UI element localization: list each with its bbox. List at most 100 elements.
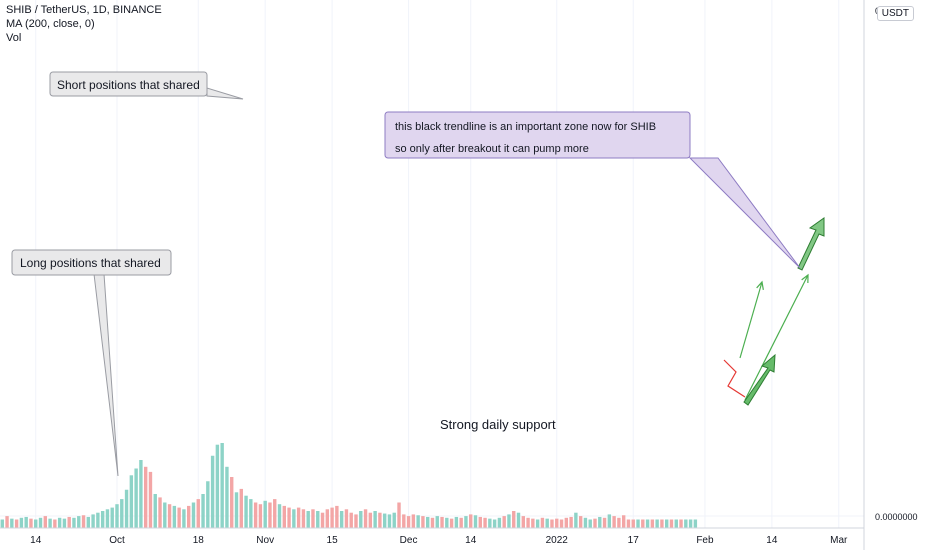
volume-bar <box>688 519 693 528</box>
volume-bar <box>655 519 659 528</box>
x-tick-label: 15 <box>327 535 339 546</box>
volume-bar <box>488 518 492 528</box>
volume-bar <box>287 507 291 528</box>
volume-bar <box>43 516 47 528</box>
volume-bar <box>373 511 377 528</box>
volume-bar <box>325 509 330 528</box>
x-tick-label: 14 <box>766 535 778 546</box>
volume-bar <box>263 500 267 528</box>
x-tick-label: 17 <box>628 535 640 546</box>
volume-bar <box>526 517 530 528</box>
volume-bar <box>578 516 583 528</box>
volume-bar <box>459 517 463 528</box>
volume-bar <box>617 517 621 528</box>
volume-bar <box>158 497 162 528</box>
trendline-note-callout[interactable] <box>384 111 691 159</box>
volume-bar <box>406 516 411 528</box>
trendline-note-line2: so only after breakout it can pump more <box>395 143 589 155</box>
volume-bar <box>129 475 134 528</box>
volume-bar <box>478 516 482 528</box>
currency-badge[interactable]: USDT <box>876 6 914 21</box>
volume-bar <box>507 514 511 528</box>
volume-bar <box>277 504 282 528</box>
projection-arrow-bold-upper <box>797 217 825 271</box>
volume-bar <box>339 511 344 528</box>
volume-bar <box>349 512 353 528</box>
short-positions-callout[interactable] <box>49 71 208 97</box>
volume-bar <box>641 519 645 528</box>
ma-indicator-label[interactable]: MA (200, close, 0) <box>6 18 95 30</box>
volume-bar <box>469 514 473 528</box>
volume-bar <box>650 519 655 528</box>
volume-bar <box>177 507 181 528</box>
volume-bar <box>191 502 196 528</box>
x-tick-label: 2022 <box>546 535 569 546</box>
volume-bar <box>301 509 306 528</box>
volume-bar <box>115 504 119 528</box>
symbol-title[interactable]: SHIB / TetherUS, 1D, BINANCE <box>6 4 162 16</box>
volume-bar <box>512 511 516 528</box>
volume-bar <box>311 509 315 528</box>
volume-bar <box>48 518 52 528</box>
volume-bar <box>316 511 320 528</box>
volume-bar <box>234 492 239 528</box>
projection-arrow-1 <box>739 281 763 359</box>
volume-bar <box>669 519 674 528</box>
volume-bar <box>196 499 200 528</box>
volume-bar <box>239 488 243 528</box>
volume-bar <box>38 517 43 528</box>
volume-bar <box>148 471 153 528</box>
volume-bar <box>531 518 535 528</box>
volume-bar <box>392 512 396 528</box>
volume-bar <box>163 502 167 528</box>
volume-bar <box>77 516 81 528</box>
volume-bar <box>502 516 506 528</box>
volume-bar <box>273 499 277 528</box>
long-positions-callout[interactable] <box>11 249 172 276</box>
volume-bar <box>607 514 612 528</box>
volume-bar <box>387 514 392 528</box>
volume-bar <box>598 516 602 528</box>
support-label: Strong daily support <box>440 417 556 432</box>
volume-bar <box>679 519 683 528</box>
volume-bar <box>24 516 28 528</box>
volume-bar <box>602 517 607 528</box>
volume-bar <box>440 516 444 528</box>
volume-bar <box>282 505 286 528</box>
x-tick-label: Feb <box>696 535 714 546</box>
volume-bar <box>354 514 358 528</box>
volume-bar <box>134 468 138 528</box>
volume-bar <box>359 511 363 528</box>
projection-arrow-bold <box>743 353 776 406</box>
volume-bar <box>516 512 521 528</box>
volume-bar <box>378 512 382 528</box>
volume-bar <box>57 517 62 528</box>
volume-bar <box>559 519 564 528</box>
pullback-path <box>723 359 746 398</box>
volume-bar <box>497 517 502 528</box>
x-tick-label: Dec <box>400 535 418 546</box>
volume-bar <box>464 516 468 528</box>
volume-bar <box>454 516 459 528</box>
volume-bar <box>172 505 177 528</box>
volume-bar <box>201 494 205 528</box>
volume-bar <box>230 477 234 528</box>
volume-bar <box>574 512 578 528</box>
trendline-note-line1: this black trendline is an important zon… <box>395 121 656 133</box>
y-tick-label: 0.0000000 <box>875 512 918 522</box>
volume-bar <box>206 481 210 528</box>
x-tick-label: Nov <box>256 535 274 546</box>
volume-indicator-label[interactable]: Vol <box>6 32 22 44</box>
projection-arrow-1-head <box>756 280 764 290</box>
volume-bar <box>335 505 339 528</box>
volume-bar <box>86 516 91 528</box>
volume-bar <box>120 499 124 528</box>
volume-bar <box>296 507 301 528</box>
volume-bar <box>382 513 387 528</box>
volume-bar <box>665 519 669 528</box>
volume-bar <box>445 517 449 528</box>
volume-bar <box>67 516 71 528</box>
volume-bar <box>402 514 406 528</box>
